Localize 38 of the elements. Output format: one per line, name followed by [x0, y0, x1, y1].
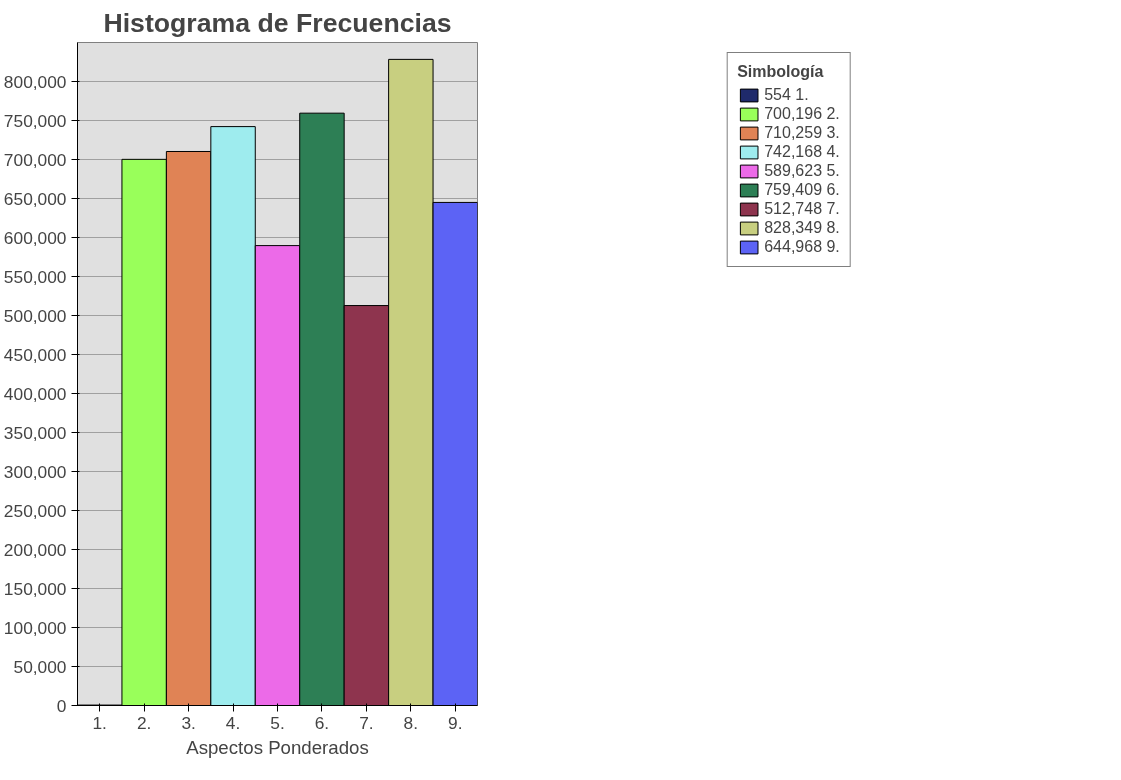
y-tick-label: 800,000: [3, 71, 67, 92]
legend-label: 759,409 6.: [764, 181, 840, 199]
y-tick-label: 100,000: [3, 617, 67, 638]
y-tick-label: 600,000: [3, 227, 67, 248]
y-tick-label: 300,000: [3, 461, 67, 482]
legend-label: 700,196 2.: [764, 105, 840, 123]
x-tick-label: 4.: [225, 712, 241, 733]
x-axis-title: Aspectos Ponderados: [186, 736, 369, 758]
y-tick-label: 750,000: [3, 110, 67, 131]
legend-label: 512,748 7.: [764, 200, 840, 218]
y-tick-label: 450,000: [3, 344, 67, 365]
x-tick-label: 2.: [136, 712, 152, 733]
legend-label: 710,259 3.: [764, 124, 840, 142]
x-tick-label: 5.: [270, 712, 285, 733]
y-tick-label: 500,000: [3, 305, 67, 326]
y-tick-label: 350,000: [3, 422, 67, 443]
y-tick-label: 200,000: [3, 539, 67, 560]
chart-title: Histograma de Frecuencias: [103, 7, 452, 38]
y-tick-label: 650,000: [3, 188, 67, 209]
y-tick-label: 150,000: [3, 578, 67, 599]
x-tick-label: 6.: [314, 712, 330, 733]
legend-label: 828,349 8.: [764, 219, 840, 237]
legend-title: Simbología: [737, 63, 825, 81]
x-tick-label: 7.: [359, 712, 374, 733]
y-tick-label: 0: [56, 695, 67, 716]
x-tick-label: 3.: [181, 712, 196, 733]
y-tick-label: 400,000: [3, 383, 67, 404]
y-tick-label: 700,000: [3, 149, 67, 170]
legend-label: 589,623 5.: [764, 162, 840, 180]
y-tick-label: 550,000: [3, 266, 67, 287]
y-tick-label: 250,000: [3, 500, 67, 521]
x-tick-label: 1.: [92, 712, 107, 733]
x-tick-label: 9.: [448, 712, 463, 733]
legend-label: 644,968 9.: [764, 238, 840, 256]
legend-label: 742,168 4.: [764, 143, 840, 161]
x-tick-label: 8.: [403, 712, 419, 733]
legend-label: 554 1.: [764, 86, 809, 104]
y-tick-label: 50,000: [13, 656, 67, 677]
